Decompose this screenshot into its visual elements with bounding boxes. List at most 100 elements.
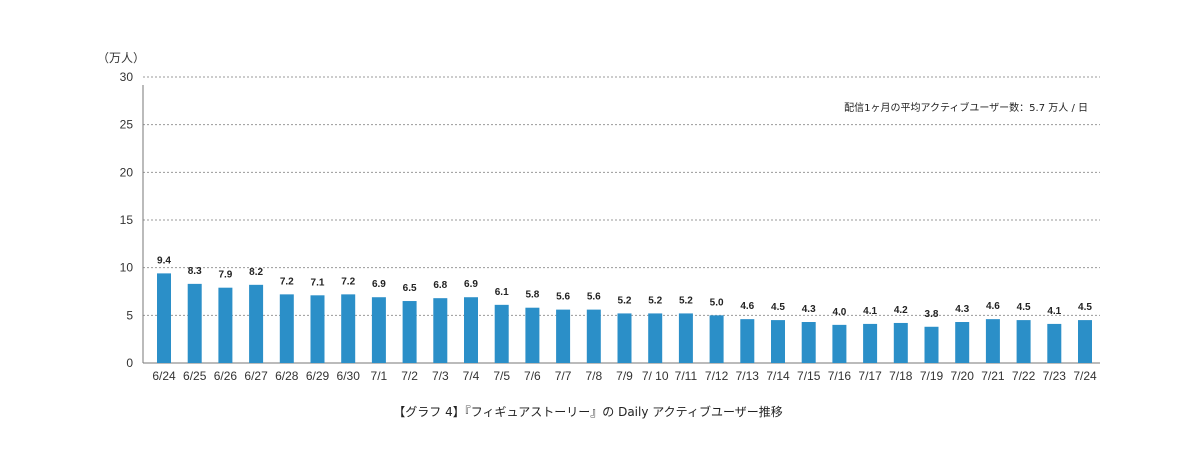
bar-6-26	[218, 287, 233, 363]
x-tick-label: 7/1	[371, 369, 388, 383]
x-tick-label: 7/19	[920, 369, 944, 383]
value-label: 7.1	[311, 277, 325, 288]
value-label: 4.3	[802, 304, 816, 315]
x-tick-label: 6/30	[337, 369, 361, 383]
value-label: 9.4	[157, 255, 171, 266]
average-annotation: 配信1ヶ月の平均アクティブユーザー数：5.7 万人 / 日	[844, 101, 1088, 114]
bar-7-23	[1047, 323, 1062, 363]
value-label: 5.2	[618, 295, 632, 306]
value-label: 5.0	[710, 297, 724, 308]
bar-7-12	[709, 315, 724, 363]
y-tick-5: 5	[126, 308, 133, 322]
bar-7-15	[801, 322, 816, 363]
bar-7-21	[985, 319, 1000, 363]
x-tick-label: 7/17	[858, 369, 882, 383]
bar-7-14	[771, 320, 785, 363]
bar-6-24	[157, 273, 171, 363]
x-tick-label: 7/8	[585, 369, 602, 383]
value-label: 4.6	[740, 301, 754, 312]
x-tick-label: 7/14	[766, 369, 790, 383]
bar-7-4	[464, 297, 478, 363]
bars	[157, 273, 1092, 363]
bar-7-3	[433, 298, 448, 363]
y-tick-labels: 0 5 10 15 20 25 30	[120, 70, 134, 370]
value-label: 4.2	[894, 305, 908, 316]
x-tick-label: 7/15	[797, 369, 821, 383]
x-tick-label: 7/13	[736, 369, 760, 383]
x-tick-label: 7/20	[951, 369, 975, 383]
bar-7-6	[525, 307, 540, 363]
y-tick-20: 20	[120, 165, 134, 179]
value-label: 7.9	[218, 270, 232, 281]
value-label: 4.0	[832, 307, 846, 318]
bar-7-16	[832, 324, 847, 363]
value-label: 8.3	[188, 266, 202, 277]
y-tick-0: 0	[126, 356, 133, 370]
bar-7-2	[402, 301, 417, 363]
x-tick-label: 7/12	[705, 369, 729, 383]
value-label: 6.1	[495, 287, 509, 298]
x-tick-label: 6/27	[244, 369, 268, 383]
value-label: 6.8	[433, 280, 447, 291]
value-label: 5.6	[556, 292, 570, 303]
x-tick-label: 7/2	[401, 369, 418, 383]
x-tick-label: 7/16	[828, 369, 852, 383]
x-tick-label: 6/28	[275, 369, 299, 383]
bar-7-7	[556, 309, 571, 363]
x-tick-label: 7/24	[1073, 369, 1097, 383]
bar-6-27	[249, 284, 264, 363]
x-tick-labels: 6/24 6/25 6/26 6/27 6/28 6/29 6/30 7/1 7/2 7/3 7/4…	[152, 369, 1097, 383]
value-label: 5.2	[648, 295, 662, 306]
bar-6-29	[310, 295, 325, 363]
bar-7-19	[924, 326, 939, 363]
bar-6-30	[341, 294, 356, 363]
x-tick-label: 7/9	[616, 369, 633, 383]
x-tick-label: 7/21	[981, 369, 1005, 383]
x-tick-label: 7/7	[555, 369, 572, 383]
value-label: 7.2	[341, 276, 355, 287]
bar-6-25	[187, 283, 202, 363]
bar-7-20	[955, 322, 970, 363]
value-label: 6.9	[372, 279, 386, 290]
grid-lines	[143, 76, 1100, 316]
x-tick-label: 7/ 10	[642, 369, 669, 383]
value-label: 4.3	[955, 304, 969, 315]
y-tick-15: 15	[120, 213, 134, 227]
x-tick-label: 6/24	[152, 369, 176, 383]
value-label: 5.8	[525, 290, 539, 301]
value-label: 4.5	[1017, 302, 1031, 313]
bar-7-13	[740, 319, 755, 363]
x-tick-label: 7/4	[463, 369, 480, 383]
value-label: 5.6	[587, 292, 601, 303]
bar-7-22	[1016, 320, 1031, 363]
bar-7-8	[586, 309, 601, 363]
x-tick-label: 7/11	[675, 369, 698, 383]
value-label: 4.5	[771, 302, 785, 313]
x-tick-label: 7/3	[432, 369, 449, 383]
value-label: 7.2	[280, 276, 294, 287]
x-tick-label: 6/26	[214, 369, 238, 383]
y-tick-25: 25	[120, 118, 134, 132]
bar-7-11	[678, 313, 693, 363]
x-tick-label: 7/5	[493, 369, 510, 383]
value-label: 8.2	[249, 267, 263, 278]
value-label: 4.6	[986, 301, 1000, 312]
x-tick-label: 6/25	[183, 369, 207, 383]
x-tick-label: 7/23	[1043, 369, 1067, 383]
y-axis-label: （万人）	[97, 51, 145, 65]
value-label: 4.1	[863, 306, 877, 317]
bar-6-28	[279, 294, 294, 363]
value-labels: 9.4 8.3 7.9 8.2 7.2 7.1 7.2 6.9 6.5 6.8 6.9 6.1 5.8 5…	[157, 255, 1092, 319]
value-label: 4.1	[1047, 306, 1061, 317]
bar-7-5	[494, 304, 509, 363]
chart-caption: 【グラフ 4】『フィギュアストーリー』の Daily アクティブユーザー推移	[393, 404, 782, 419]
x-tick-label: 6/29	[306, 369, 330, 383]
value-label: 4.5	[1078, 302, 1092, 313]
value-label: 6.5	[403, 283, 417, 294]
y-tick-10: 10	[120, 261, 134, 275]
bar-7-24	[1078, 320, 1092, 363]
bar-7--10	[648, 313, 663, 363]
value-label: 5.2	[679, 295, 693, 306]
